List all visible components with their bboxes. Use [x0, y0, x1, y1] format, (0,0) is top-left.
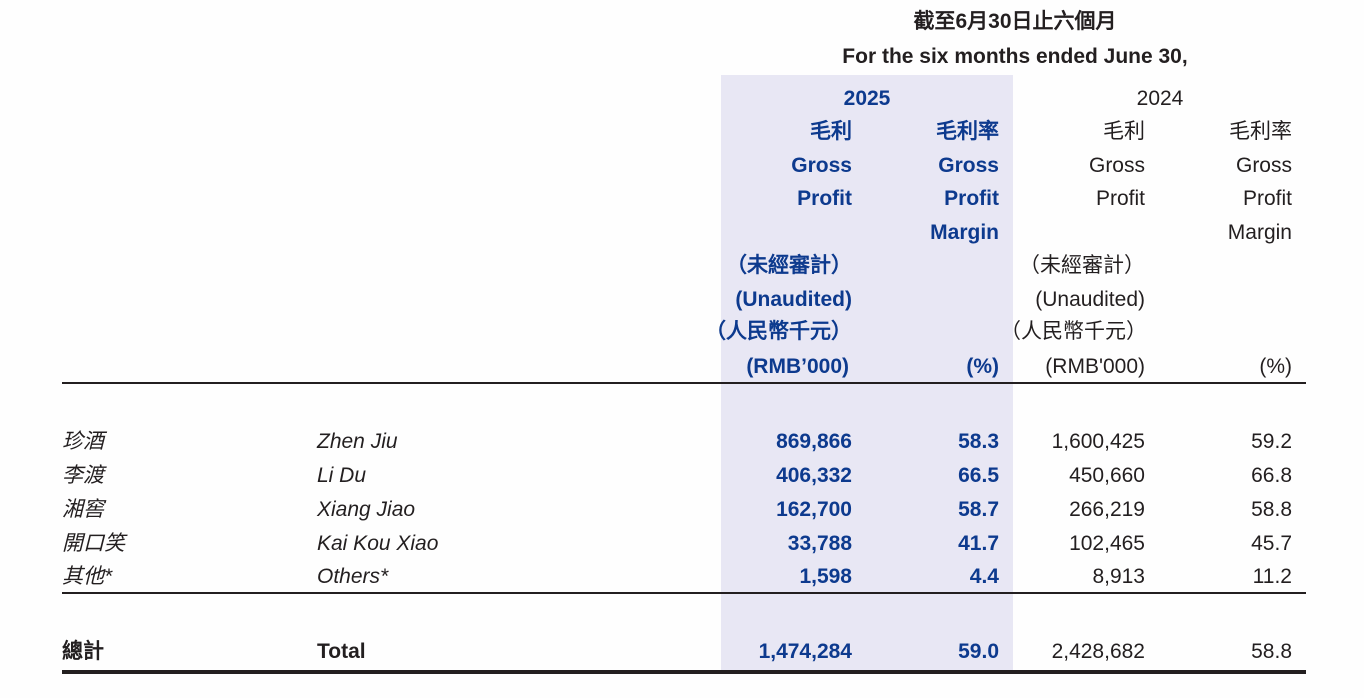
gp-2025: 1,598 [799, 565, 852, 588]
col1-unit-en: (RMB’000) [746, 355, 849, 378]
gp-2025: 162,700 [776, 498, 852, 521]
gp-2024: 266,219 [1069, 498, 1145, 521]
gpm-2024: 45.7 [1251, 532, 1292, 555]
period-title-en: For the six months ended June 30, [842, 45, 1188, 68]
row-name-zh: 其他* [62, 565, 113, 588]
gp-2025: 869,866 [776, 430, 852, 453]
gpm-2024: 66.8 [1251, 464, 1292, 487]
col4-unit-en: (%) [1259, 355, 1292, 378]
col1-audit-zh: （未經審計） [726, 254, 852, 277]
col2-title-zh: 毛利率 [936, 120, 999, 143]
subtotal-rule [62, 592, 1306, 594]
gp-2024: 450,660 [1069, 464, 1145, 487]
row-name-en: Kai Kou Xiao [317, 532, 439, 555]
row-name-zh: 李渡 [62, 464, 104, 487]
header-rule [62, 382, 1306, 384]
total-gp-2024: 2,428,682 [1051, 640, 1145, 663]
col4-title-zh: 毛利率 [1229, 120, 1292, 143]
col4-title-en-2: Profit [1242, 187, 1292, 210]
total-gpm-2024: 58.8 [1251, 640, 1292, 663]
year-2025: 2025 [843, 87, 891, 110]
gpm-2025: 4.4 [969, 565, 999, 588]
col4-title-en-1: Gross [1235, 154, 1292, 177]
col1-title-en-1: Gross [791, 154, 852, 177]
col3-audit-en: (Unaudited) [1035, 288, 1145, 311]
col3-unit-en: (RMB'000) [1045, 355, 1145, 378]
col2-title-en-2: Profit [944, 187, 999, 210]
total-rule [62, 670, 1306, 674]
col3-title-zh: 毛利 [1103, 120, 1145, 143]
gpm-2025: 58.3 [958, 430, 999, 453]
row-name-zh: 珍酒 [62, 430, 104, 453]
row-name-en: Xiang Jiao [317, 498, 416, 521]
gp-2024: 102,465 [1069, 532, 1145, 555]
gpm-2024: 11.2 [1252, 565, 1292, 588]
row-name-zh: 湘窖 [62, 498, 104, 521]
total-gpm-2025: 59.0 [958, 640, 999, 663]
gpm-2025: 41.7 [958, 532, 999, 555]
row-name-en: Li Du [317, 464, 367, 487]
col3-title-en-1: Gross [1088, 154, 1145, 177]
row-name-en: Zhen Jiu [317, 430, 398, 453]
period-title-zh: 截至6月30日止六個月 [913, 10, 1117, 33]
col1-unit-zh: （人民幣千元） [705, 320, 852, 343]
col3-unit-zh: （人民幣千元） [1000, 320, 1147, 343]
gpm-2025: 58.7 [958, 498, 999, 521]
col1-title-zh: 毛利 [810, 120, 852, 143]
gp-2025: 406,332 [776, 464, 852, 487]
row-name-zh: 開口笑 [62, 532, 125, 555]
gpm-2025: 66.5 [958, 464, 999, 487]
col2-title-en-3: Margin [930, 221, 999, 244]
col1-title-en-2: Profit [797, 187, 852, 210]
col3-audit-zh: （未經審計） [1019, 254, 1145, 277]
col3-title-en-2: Profit [1095, 187, 1145, 210]
current-period-highlight [721, 75, 1013, 673]
gpm-2024: 58.8 [1251, 498, 1292, 521]
row-name-en: Others* [317, 565, 389, 588]
total-name-en: Total [317, 640, 366, 663]
gp-2025: 33,788 [787, 532, 852, 555]
gp-2024: 1,600,425 [1051, 430, 1145, 453]
total-name-zh: 總計 [62, 640, 104, 663]
year-2024: 2024 [1136, 87, 1184, 110]
col4-title-en-3: Margin [1227, 221, 1292, 244]
col1-audit-en: (Unaudited) [735, 288, 852, 311]
col2-unit-en: (%) [966, 355, 999, 378]
col2-title-en-1: Gross [938, 154, 999, 177]
total-gp-2025: 1,474,284 [758, 640, 852, 663]
gpm-2024: 59.2 [1251, 430, 1292, 453]
gp-2024: 8,913 [1092, 565, 1145, 588]
